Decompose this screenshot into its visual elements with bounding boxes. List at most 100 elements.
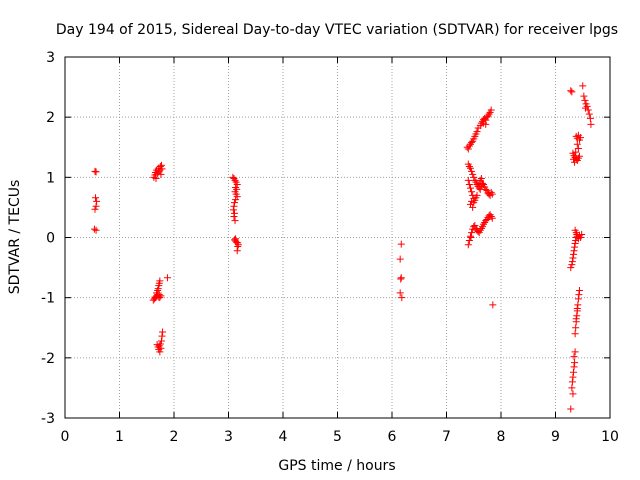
data-point <box>468 138 476 146</box>
x-tick-label: 8 <box>497 429 506 445</box>
x-tick-label: 10 <box>601 429 619 445</box>
data-point <box>92 226 100 234</box>
data-point <box>229 206 237 214</box>
data-point <box>570 363 578 371</box>
data-point <box>482 185 490 193</box>
data-point <box>568 258 576 266</box>
data-point <box>397 275 405 283</box>
x-axis-label: GPS time / hours <box>278 458 395 474</box>
data-point <box>469 170 477 178</box>
data-point <box>581 104 589 112</box>
data-point <box>91 167 99 175</box>
x-tick-label: 6 <box>388 429 397 445</box>
data-point <box>569 155 577 163</box>
data-point <box>234 241 242 249</box>
data-point <box>477 175 485 183</box>
data-point <box>467 234 475 241</box>
data-points <box>90 82 595 413</box>
data-point <box>571 330 579 338</box>
data-point <box>159 328 167 336</box>
data-point <box>583 102 591 110</box>
data-point <box>573 304 581 312</box>
y-tick-label: 2 <box>46 110 55 126</box>
data-point <box>578 230 586 238</box>
data-point <box>475 179 483 187</box>
x-tick-label: 4 <box>279 429 288 445</box>
data-point <box>464 145 472 153</box>
data-point <box>487 106 495 114</box>
data-point <box>470 173 478 181</box>
data-point <box>487 188 495 196</box>
data-point <box>230 202 238 210</box>
chart-title: Day 194 of 2015, Sidereal Day-to-day VTE… <box>56 22 618 38</box>
data-point <box>397 274 405 282</box>
data-point <box>573 312 581 320</box>
x-tick-label: 9 <box>551 429 560 445</box>
data-point <box>468 188 476 196</box>
data-point <box>585 110 593 118</box>
x-tick-label: 1 <box>115 429 124 445</box>
data-point <box>569 373 577 381</box>
data-point <box>155 291 163 299</box>
data-point <box>230 209 238 217</box>
data-point <box>465 181 473 189</box>
data-point <box>397 240 405 248</box>
data-point <box>567 264 575 272</box>
x-tick-label: 3 <box>224 429 233 445</box>
data-point <box>587 120 595 128</box>
data-point <box>156 348 164 356</box>
data-point <box>574 301 582 309</box>
data-point <box>476 226 484 234</box>
data-point <box>476 176 484 184</box>
data-point <box>158 165 166 173</box>
data-point <box>230 175 238 183</box>
y-tick-label: 0 <box>46 231 55 247</box>
data-point <box>465 237 473 245</box>
data-point <box>232 196 240 204</box>
data-point <box>396 255 404 263</box>
data-point <box>486 211 494 219</box>
y-tick-label: -1 <box>41 291 55 307</box>
data-point <box>586 114 594 122</box>
data-point <box>570 152 578 160</box>
data-point <box>154 285 162 293</box>
data-point <box>155 342 163 350</box>
grid <box>65 57 610 418</box>
y-tick-label: 1 <box>46 170 55 186</box>
data-point <box>158 332 166 340</box>
data-point <box>230 199 238 207</box>
data-point <box>468 167 476 175</box>
data-point <box>234 243 242 251</box>
data-point <box>577 134 585 142</box>
data-point <box>572 324 580 332</box>
data-point <box>569 390 577 398</box>
data-point <box>575 291 583 299</box>
data-point <box>568 384 576 392</box>
axis-ticks: 0 1 2 3 4 5 6 7 8 9 10 -3 -2 -1 0 1 2 3 <box>41 50 619 445</box>
data-point <box>575 286 583 294</box>
data-point <box>572 315 580 323</box>
y-axis-label: SDTVAR / TECUs <box>7 180 23 295</box>
data-point <box>466 164 474 172</box>
data-point <box>569 250 577 258</box>
data-point <box>572 229 580 237</box>
data-point <box>92 202 100 210</box>
data-point <box>464 241 472 249</box>
data-point <box>570 353 578 361</box>
data-point <box>464 176 472 184</box>
x-tick-label: 7 <box>442 429 451 445</box>
data-point <box>485 110 493 118</box>
data-point <box>156 277 164 285</box>
data-point <box>396 289 404 297</box>
data-point <box>571 158 579 166</box>
data-point <box>233 247 241 255</box>
x-tick-label: 2 <box>170 429 179 445</box>
data-point <box>574 144 582 152</box>
data-point <box>480 220 488 228</box>
data-point <box>489 301 497 309</box>
data-point <box>570 247 578 255</box>
data-point <box>577 234 585 241</box>
data-point <box>484 112 492 120</box>
data-point <box>469 203 477 211</box>
